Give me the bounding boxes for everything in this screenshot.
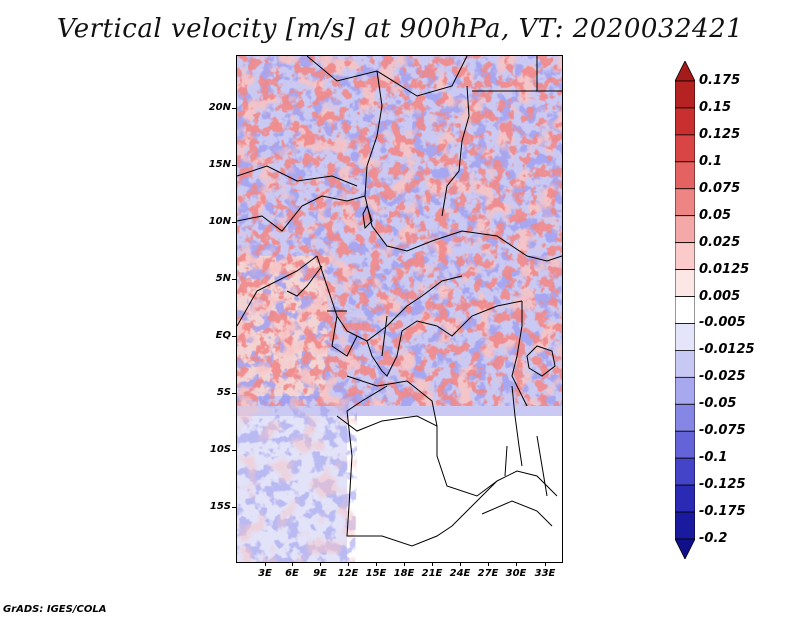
colorbar-bin bbox=[675, 376, 695, 405]
latitude-tick-label: 5N bbox=[215, 273, 231, 284]
latitude-tick-label: 20N bbox=[208, 102, 231, 113]
latitude-tick-label: EQ bbox=[215, 330, 231, 341]
colorbar-tick-label: -0.175 bbox=[699, 504, 746, 520]
colorbar-bin bbox=[675, 296, 695, 324]
longitude-tick bbox=[516, 562, 517, 566]
colorbar-tick-label: -0.1 bbox=[699, 450, 728, 466]
longitude-tick-label: 9E bbox=[313, 568, 327, 579]
longitude-tick bbox=[292, 562, 293, 566]
colorbar-bin bbox=[675, 242, 695, 270]
longitude-tick-label: 3E bbox=[258, 568, 272, 579]
map-title: Vertical velocity [m/s] at 900hPa, VT: 2… bbox=[56, 14, 744, 44]
colorbar-bin bbox=[675, 538, 695, 559]
latitude-tick-label: 5S bbox=[216, 387, 231, 398]
colorbar-bin bbox=[675, 457, 695, 486]
longitude-tick-label: 15E bbox=[365, 568, 387, 579]
longitude-tick bbox=[348, 562, 349, 566]
colorbar-tick-label: 0.1 bbox=[699, 153, 723, 169]
longitude-tick-label: 27E bbox=[477, 568, 499, 579]
colorbar-tick-label: 0.0125 bbox=[699, 261, 750, 277]
colorbar-bin bbox=[675, 80, 695, 109]
colorbar-bin bbox=[675, 323, 695, 351]
colorbar-bin bbox=[675, 134, 695, 163]
latitude-tick-label: 15N bbox=[208, 159, 231, 170]
map-plot-area bbox=[236, 55, 563, 563]
longitude-tick bbox=[432, 562, 433, 566]
latitude-tick bbox=[232, 165, 236, 166]
colorbar-tick-label: -0.005 bbox=[699, 315, 746, 331]
colorbar-tick-label: 0.05 bbox=[699, 207, 732, 223]
colorbar-tick-label: -0.125 bbox=[699, 477, 746, 493]
colorbar-bin bbox=[675, 269, 695, 297]
latitude-tick-label: 15S bbox=[209, 501, 231, 512]
colorbar-tick-label: -0.075 bbox=[699, 423, 746, 439]
longitude-tick bbox=[320, 562, 321, 566]
longitude-tick-label: 12E bbox=[337, 568, 359, 579]
longitude-tick-label: 21E bbox=[421, 568, 443, 579]
colorbar-tick-label: 0.15 bbox=[699, 99, 732, 115]
colorbar-tick-label: 0.075 bbox=[699, 180, 741, 196]
longitude-tick bbox=[404, 562, 405, 566]
colorbar-tick-label: 0.175 bbox=[699, 73, 741, 88]
latitude-tick bbox=[232, 336, 236, 337]
vertical-velocity-field bbox=[237, 56, 562, 562]
colorbar-tick-label: -0.0125 bbox=[699, 342, 755, 358]
colorbar-bin bbox=[675, 430, 695, 459]
grads-credit: GrADS: IGES/COLA bbox=[3, 604, 107, 615]
colorbar-tick-label: -0.2 bbox=[699, 531, 728, 546]
longitude-tick-label: 33E bbox=[534, 568, 556, 579]
longitude-tick bbox=[376, 562, 377, 566]
colorbar-tick-label: 0.005 bbox=[699, 288, 741, 304]
latitude-tick bbox=[232, 450, 236, 451]
latitude-tick bbox=[232, 393, 236, 394]
colorbar bbox=[675, 61, 695, 559]
colorbar-bin bbox=[675, 161, 695, 190]
colorbar-bin bbox=[675, 403, 695, 432]
longitude-tick-label: 24E bbox=[449, 568, 471, 579]
colorbar-bin bbox=[675, 511, 695, 540]
colorbar-bin bbox=[675, 107, 695, 136]
latitude-tick bbox=[232, 222, 236, 223]
colorbar-tick-label: 0.125 bbox=[699, 126, 741, 142]
colorbar-tick-label: -0.05 bbox=[699, 396, 737, 412]
longitude-tick bbox=[545, 562, 546, 566]
colorbar-bin bbox=[675, 188, 695, 217]
colorbar-bin bbox=[675, 484, 695, 513]
latitude-tick bbox=[232, 279, 236, 280]
latitude-tick-label: 10N bbox=[208, 216, 231, 227]
colorbar-bin bbox=[675, 215, 695, 244]
colorbar-bin bbox=[675, 61, 695, 82]
longitude-tick-label: 30E bbox=[505, 568, 527, 579]
country-borders bbox=[237, 56, 562, 547]
longitude-tick bbox=[265, 562, 266, 566]
colorbar-bin bbox=[675, 350, 695, 378]
colorbar-tick-label: 0.025 bbox=[699, 234, 741, 250]
latitude-tick bbox=[232, 507, 236, 508]
longitude-tick bbox=[460, 562, 461, 566]
colorbar-tick-label: -0.025 bbox=[699, 369, 746, 385]
longitude-tick-label: 18E bbox=[393, 568, 415, 579]
latitude-tick bbox=[232, 108, 236, 109]
longitude-tick bbox=[488, 562, 489, 566]
latitude-tick-label: 10S bbox=[209, 444, 231, 455]
longitude-tick-label: 6E bbox=[285, 568, 299, 579]
